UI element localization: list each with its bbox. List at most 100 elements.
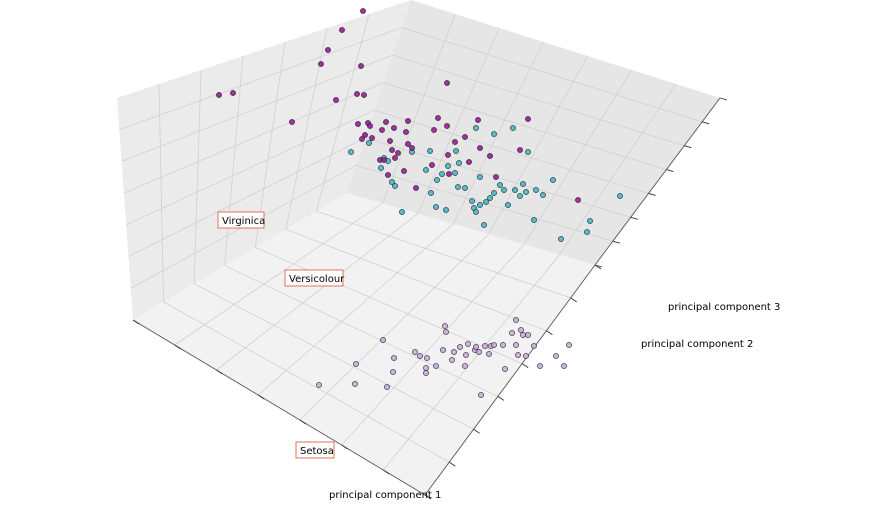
point-setosa <box>380 337 386 343</box>
floor-grid-line <box>224 265 499 397</box>
y-axis-tick <box>546 330 553 336</box>
point-virginica <box>387 138 393 144</box>
left-wall-grid-line <box>158 83 164 302</box>
point-versicolour <box>473 125 479 131</box>
point-versicolour <box>462 185 468 191</box>
point-versicolour <box>505 202 511 208</box>
point-versicolour <box>512 187 518 193</box>
point-setosa <box>440 347 446 353</box>
annotation-setosa-box <box>295 441 335 459</box>
point-virginica <box>575 197 581 203</box>
point-virginica <box>487 153 493 159</box>
point-versicolour <box>366 140 372 146</box>
data-points <box>216 8 623 398</box>
y-axis-line <box>424 264 596 496</box>
point-versicolour <box>540 192 546 198</box>
axis-edges <box>132 97 721 496</box>
point-versicolour <box>517 193 523 199</box>
point-versicolour <box>497 182 503 188</box>
annotation-virginica-label: Virginica <box>222 216 265 227</box>
point-versicolour <box>428 190 434 196</box>
point-versicolour <box>550 177 556 183</box>
point-setosa <box>463 352 469 358</box>
point-setosa <box>509 330 515 336</box>
point-virginica <box>444 123 450 129</box>
y-axis-label: principal component 2 <box>641 339 753 350</box>
right-wall-grid-line <box>452 41 544 225</box>
x-axis-tick <box>299 419 307 425</box>
point-virginica <box>466 159 472 165</box>
right-wall-grid-line <box>374 109 649 194</box>
point-virginica <box>477 145 483 151</box>
point-virginica <box>413 185 419 191</box>
point-versicolour <box>491 131 497 137</box>
annotation-virginica-box <box>217 211 265 229</box>
floor-grid-line <box>382 254 560 471</box>
point-virginica <box>401 168 407 174</box>
point-virginica <box>462 134 468 140</box>
point-versicolour <box>439 171 445 177</box>
point-setosa <box>561 363 567 369</box>
point-versicolour <box>433 204 439 210</box>
point-virginica <box>383 119 389 125</box>
point-setosa <box>531 343 537 349</box>
x-axis-tick <box>132 319 140 325</box>
point-setosa <box>513 317 519 323</box>
y-axis-tick <box>570 297 577 303</box>
annotation-versicolour: Versicolour <box>284 269 345 287</box>
left-wall-grid-line <box>224 55 244 266</box>
left-wall-grid-line <box>193 69 202 284</box>
point-versicolour <box>456 160 462 166</box>
point-virginica <box>405 118 411 124</box>
point-versicolour <box>473 209 479 215</box>
floor-grid-line <box>285 228 547 332</box>
annotation-setosa-label: Setosa <box>300 446 334 457</box>
floor-grid-line <box>193 283 474 430</box>
point-virginica <box>333 97 339 103</box>
x-axis-label: principal component 1 <box>329 490 441 501</box>
floor-grid-line <box>299 233 489 421</box>
y-axis-tick <box>497 396 505 401</box>
point-setosa <box>515 352 521 358</box>
x-axis-tick <box>216 369 223 375</box>
point-setosa <box>566 342 572 348</box>
point-setosa <box>451 349 457 355</box>
left-wall-pane <box>117 0 411 320</box>
left-wall-grid-line <box>123 82 384 194</box>
point-versicolour <box>525 149 531 155</box>
point-setosa <box>353 361 359 367</box>
point-setosa <box>537 363 543 369</box>
point-setosa <box>523 353 529 359</box>
point-virginica <box>289 119 295 125</box>
z-axis-tick <box>648 192 656 196</box>
point-virginica <box>409 145 415 151</box>
annotation-versicolour-box <box>284 269 344 287</box>
point-versicolour <box>452 170 458 176</box>
point-versicolour <box>453 148 459 154</box>
point-setosa <box>352 381 358 387</box>
floor-pane <box>133 193 595 495</box>
point-setosa <box>482 343 488 349</box>
point-versicolour <box>531 217 537 223</box>
point-virginica <box>339 27 345 33</box>
annotation-setosa: Setosa <box>295 441 335 459</box>
floor-grid-line <box>257 223 454 396</box>
y-axis-tick <box>449 461 456 467</box>
point-virginica <box>318 61 324 67</box>
grid-lines <box>119 13 703 471</box>
point-versicolour <box>477 174 483 180</box>
point-setosa <box>384 384 390 390</box>
right-wall-grid-line <box>401 27 703 123</box>
point-setosa <box>520 332 526 338</box>
floor-grid-line <box>316 210 571 299</box>
x-axis-tick <box>424 494 432 500</box>
point-setosa <box>486 351 492 357</box>
point-setosa <box>513 342 519 348</box>
point-virginica <box>395 150 401 156</box>
z-axis-tick <box>612 240 620 244</box>
point-setosa <box>423 370 429 376</box>
point-virginica <box>325 47 331 53</box>
z-axis-tick <box>719 97 728 101</box>
point-setosa <box>500 342 506 348</box>
point-versicolour <box>392 183 398 189</box>
